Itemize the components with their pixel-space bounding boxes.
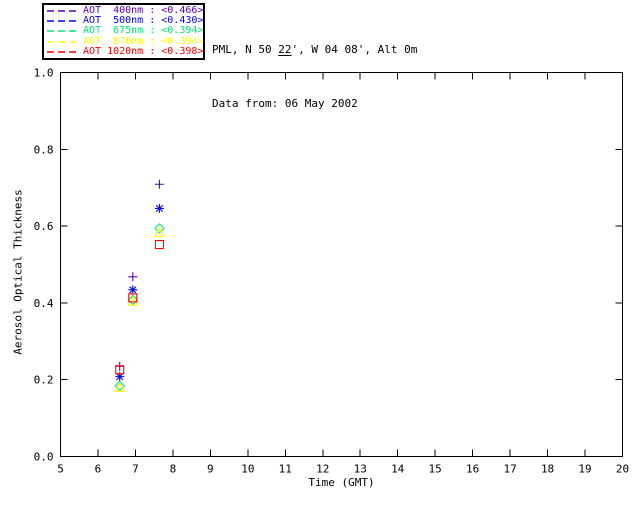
x-tick-label: 5	[57, 463, 64, 476]
station-info-line: PML, N 50 22', W 04 08', Alt 0m	[212, 41, 417, 59]
data-point-marker-diamond	[114, 380, 125, 392]
x-tick-label: 10	[241, 463, 254, 476]
data-point-marker-diamond	[154, 223, 165, 234]
data-point-marker-square	[115, 365, 125, 375]
y-tick-label: 0.8	[34, 143, 54, 156]
station-text-part: ', W 04 08', Alt 0m	[291, 43, 418, 56]
y-tick-label: 0.6	[34, 220, 54, 233]
legend-line-sample	[47, 20, 79, 22]
legend-label: AOT 400nm : <0.466>	[83, 5, 204, 17]
x-tick-label: 17	[503, 463, 516, 476]
legend-line-sample	[47, 30, 79, 33]
plot-frame	[60, 72, 623, 457]
data-point-marker-diamond	[127, 294, 139, 306]
plot-header: PML, N 50 22', W 04 08', Alt 0m Data fro…	[212, 5, 417, 149]
x-tick-label: 11	[279, 463, 292, 476]
data-point-marker-triangle	[153, 227, 165, 238]
x-tick-label: 20	[616, 463, 629, 476]
legend-line-sample	[47, 10, 79, 12]
x-tick-label: 15	[429, 463, 442, 476]
x-tick-label: 12	[316, 463, 329, 476]
station-text-part: PML, N 50	[212, 43, 279, 56]
legend-label: AOT 500nm : <0.430>	[83, 15, 204, 27]
y-tick-label: 1.0	[34, 67, 54, 80]
data-point-marker-plus	[154, 179, 164, 189]
x-axis-label: Time (GMT)	[308, 476, 375, 489]
x-tick-label: 19	[578, 463, 591, 476]
data-point-marker-triangle	[127, 296, 139, 306]
x-tick-label: 13	[354, 463, 367, 476]
legend-line-sample	[47, 40, 79, 43]
x-tick-label: 9	[207, 463, 214, 476]
data-point-marker-asterisk	[115, 372, 125, 382]
y-tick-label: 0.2	[34, 374, 54, 387]
legend-item-400nm: AOT 400nm : <0.466>	[46, 5, 204, 17]
legend-item-675nm: AOT 675nm : <0.394>	[46, 25, 204, 37]
data-point-marker-asterisk	[154, 203, 164, 213]
x-tick-label: 7	[132, 463, 139, 476]
y-tick-label: 0.4	[34, 297, 54, 310]
x-tick-label: 16	[466, 463, 479, 476]
date-line: Data from: 06 May 2002	[212, 97, 358, 110]
x-tick-label: 14	[391, 463, 405, 476]
data-point-marker-triangle	[114, 382, 126, 392]
data-point-marker-asterisk	[128, 285, 138, 295]
data-point-marker-plus	[128, 272, 138, 282]
x-tick-label: 6	[95, 463, 102, 476]
station-text-underlined: 22	[278, 43, 292, 56]
data-point-marker-square	[154, 239, 164, 250]
legend-label: AOT 675nm : <0.394>	[83, 25, 204, 37]
legend-item-870nm: AOT 870nm : <0.394>	[46, 35, 204, 47]
legend-label: AOT 1020nm : <0.398>	[83, 45, 204, 57]
legend-item-1020nm: AOT 1020nm : <0.398>	[46, 45, 204, 57]
legend-box: AOT 400nm : <0.466> AOT 500nm : <0.430> AO…	[42, 3, 205, 60]
x-tick-label: 18	[541, 463, 554, 476]
legend-label: AOT 870nm : <0.394>	[83, 35, 204, 47]
y-tick-label: 0.0	[34, 451, 54, 464]
legend-item-500nm: AOT 500nm : <0.430>	[46, 15, 204, 27]
legend-line-sample	[47, 51, 79, 53]
x-tick-label: 8	[170, 463, 177, 476]
data-point-marker-square	[128, 293, 138, 303]
